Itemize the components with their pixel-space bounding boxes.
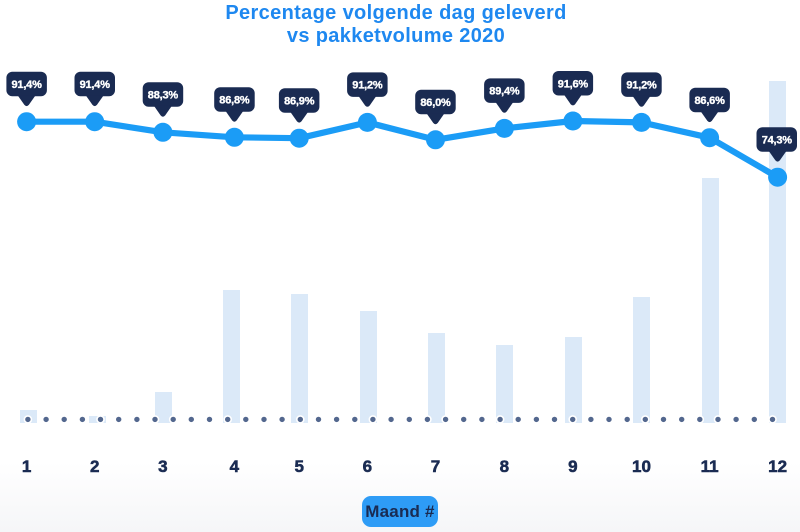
svg-text:86,8%: 86,8% (219, 95, 250, 107)
svg-text:4: 4 (230, 457, 240, 476)
svg-text:86,9%: 86,9% (284, 96, 315, 108)
svg-text:1: 1 (22, 457, 31, 476)
svg-text:74,3%: 74,3% (762, 135, 793, 147)
svg-text:5: 5 (294, 457, 303, 476)
svg-text:86,0%: 86,0% (420, 97, 451, 109)
svg-text:2: 2 (90, 457, 99, 476)
svg-text:88,3%: 88,3% (148, 90, 179, 102)
svg-text:91,2%: 91,2% (626, 80, 657, 92)
svg-text:91,2%: 91,2% (352, 80, 383, 92)
svg-text:89,4%: 89,4% (489, 86, 520, 98)
svg-text:12: 12 (768, 457, 787, 476)
svg-text:91,6%: 91,6% (558, 78, 589, 90)
svg-text:8: 8 (500, 457, 509, 476)
svg-text:10: 10 (632, 457, 651, 476)
svg-text:91,4%: 91,4% (80, 79, 111, 91)
svg-text:3: 3 (158, 457, 167, 476)
svg-text:86,6%: 86,6% (694, 95, 725, 107)
svg-text:6: 6 (363, 457, 372, 476)
svg-text:11: 11 (701, 457, 719, 476)
svg-text:9: 9 (568, 457, 577, 476)
svg-text:7: 7 (431, 457, 440, 476)
svg-text:91,4%: 91,4% (11, 79, 42, 91)
